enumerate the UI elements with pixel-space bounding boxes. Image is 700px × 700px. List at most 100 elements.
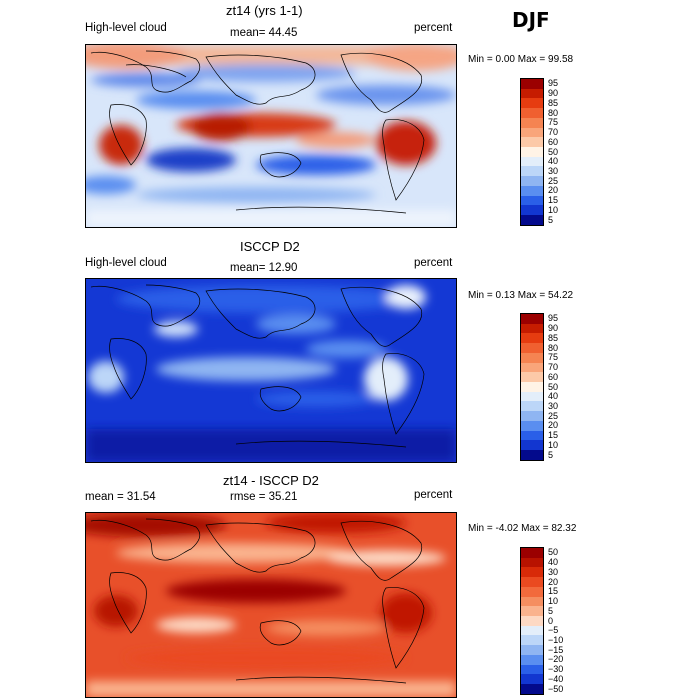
colorbar-swatch [521, 411, 543, 421]
colorbar-swatch [521, 664, 543, 675]
panel-3-units: percent [414, 489, 453, 501]
colorbar-tick-label: 10 [548, 439, 559, 450]
colorbar-swatch [521, 372, 543, 383]
colorbar-tick-label: 80 [548, 107, 559, 118]
colorbar-tick-label: 70 [548, 362, 559, 373]
colorbar-tick-label: 5 [548, 605, 554, 616]
colorbar-swatch [521, 382, 543, 392]
colorbar-tick-label: 50 [548, 146, 559, 157]
colorbar-swatch [521, 127, 543, 138]
colorbar-swatch [521, 430, 543, 441]
colorbar-tick-label: 30 [548, 566, 559, 577]
colorbar-tick-label: 95 [548, 78, 559, 89]
colorbar-tick-label: 80 [548, 342, 559, 353]
colorbar-tick-label: 70 [548, 127, 559, 138]
colorbar-tick-label: −15 [548, 644, 564, 655]
colorbar-swatch [521, 567, 543, 578]
panel-3-mean: mean = 31.54 [85, 491, 156, 503]
colorbar-swatch [521, 596, 543, 607]
panel-2-title: ISCCP D2 [240, 239, 300, 254]
colorbar-tick-label: 90 [548, 88, 559, 99]
colorbar-swatch [521, 137, 543, 148]
panel-2-variable-label: High-level cloud [85, 257, 167, 269]
panel-3-colorbar [520, 547, 544, 695]
colorbar-tick-label: 15 [548, 586, 559, 597]
colorbar-swatch [521, 635, 543, 646]
colorbar-swatch [521, 147, 543, 157]
colorbar-tick-label: 90 [548, 323, 559, 334]
colorbar-swatch [521, 79, 543, 89]
colorbar-tick-label: −10 [548, 634, 564, 645]
colorbar-tick-label: 0 [548, 615, 554, 626]
colorbar-swatch [521, 333, 543, 344]
colorbar-tick-label: 30 [548, 165, 559, 176]
colorbar-tick-label: 20 [548, 185, 559, 196]
panel-2-mean: mean= 12.90 [230, 262, 298, 274]
colorbar-tick-label: 60 [548, 136, 559, 147]
colorbar-swatch [521, 88, 543, 99]
colorbar-swatch [521, 401, 543, 412]
colorbar-swatch [521, 674, 543, 685]
colorbar-swatch [521, 185, 543, 196]
colorbar-tick-label: 30 [548, 400, 559, 411]
colorbar-swatch [521, 440, 543, 451]
colorbar-tick-label: 5 [548, 214, 554, 225]
colorbar-tick-label: 20 [548, 576, 559, 587]
colorbar-tick-label: 60 [548, 371, 559, 382]
panel-1-map [85, 44, 457, 228]
colorbar-tick-label: 40 [548, 557, 559, 568]
colorbar-tick-label: 15 [548, 430, 559, 441]
colorbar-swatch [521, 117, 543, 128]
panel-1-title: zt14 (yrs 1-1) [226, 3, 303, 18]
colorbar-tick-label: −20 [548, 654, 564, 665]
panel-1-mean: mean= 44.45 [230, 27, 298, 39]
colorbar-swatch [521, 166, 543, 177]
colorbar-swatch [521, 391, 543, 402]
colorbar-tick-label: 50 [548, 381, 559, 392]
colorbar-swatch [521, 645, 543, 655]
colorbar-tick-label: 25 [548, 410, 559, 421]
panel-3-title: zt14 - ISCCP D2 [223, 473, 319, 488]
colorbar-tick-label: 15 [548, 195, 559, 206]
colorbar-tick-label: 95 [548, 313, 559, 324]
colorbar-tick-label: 75 [548, 352, 559, 363]
colorbar-swatch [521, 616, 543, 626]
panel-2-map [85, 278, 457, 463]
colorbar-tick-label: 10 [548, 596, 559, 607]
panel-3-minmax: Min = -4.02 Max = 82.32 [468, 523, 577, 534]
panel-2-units: percent [414, 257, 453, 269]
colorbar-tick-label: 40 [548, 391, 559, 402]
colorbar-swatch [521, 362, 543, 373]
colorbar-swatch [521, 684, 543, 694]
panel-3-rmse: rmse = 35.21 [230, 491, 298, 503]
colorbar-swatch [521, 98, 543, 109]
colorbar-swatch [521, 420, 543, 431]
colorbar-tick-label: −30 [548, 664, 564, 675]
colorbar-swatch [521, 450, 543, 460]
colorbar-tick-label: 40 [548, 156, 559, 167]
colorbar-tick-label: 10 [548, 204, 559, 215]
colorbar-swatch [521, 215, 543, 225]
colorbar-tick-label: 5 [548, 449, 554, 460]
colorbar-swatch [521, 654, 543, 665]
panel-1-variable-label: High-level cloud [85, 22, 167, 34]
colorbar-swatch [521, 606, 543, 617]
colorbar-tick-label: 20 [548, 420, 559, 431]
colorbar-swatch [521, 108, 543, 118]
colorbar-swatch [521, 625, 543, 636]
colorbar-swatch [521, 557, 543, 568]
panel-1-colorbar [520, 78, 544, 226]
colorbar-tick-label: −40 [548, 673, 564, 684]
colorbar-tick-label: 85 [548, 97, 559, 108]
colorbar-swatch [521, 343, 543, 353]
colorbar-swatch [521, 352, 543, 363]
colorbar-swatch [521, 205, 543, 216]
colorbar-swatch [521, 314, 543, 324]
colorbar-swatch [521, 323, 543, 334]
colorbar-swatch [521, 577, 543, 587]
panel-3-map [85, 512, 457, 698]
season-label: DJF [512, 8, 550, 32]
panel-2-colorbar [520, 313, 544, 461]
colorbar-swatch [521, 548, 543, 558]
colorbar-swatch [521, 176, 543, 186]
